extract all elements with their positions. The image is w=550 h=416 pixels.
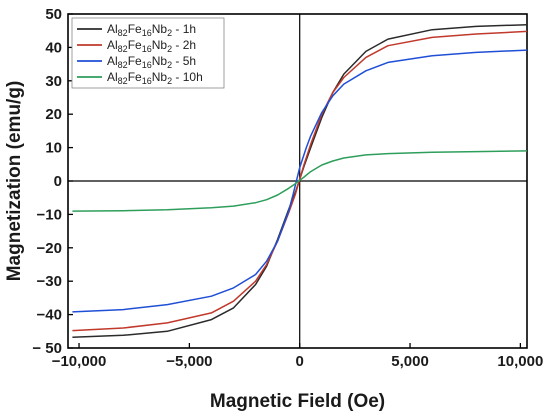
y-tick-label: −10	[37, 206, 62, 223]
legend-entry: Al82Fe16Nb2 - 2h	[107, 38, 196, 54]
y-tick-label: 0	[54, 173, 62, 190]
y-axis-title: Magnetization (emu/g)	[4, 81, 25, 282]
y-tick-label: − 50	[32, 340, 62, 357]
axes: −10,000 −5,000 0 5,000 10,000 − 50 −40 −30 −20 −1…	[32, 6, 543, 370]
series-line-2	[72, 30, 527, 332]
y-tick-label: 30	[45, 73, 62, 90]
legend-entry: Al82Fe16Nb2 - 5h	[107, 54, 196, 70]
x-tick-label: −10,000	[52, 353, 107, 370]
x-tick-label: 10,000	[497, 353, 543, 370]
legend-entry: Al82Fe16Nb2 - 1h	[107, 22, 196, 38]
x-tick-label: 0	[296, 353, 304, 370]
series-line-4	[72, 150, 527, 212]
y-tick-label: 20	[45, 106, 62, 123]
series-lines	[72, 23, 527, 339]
legend-entry: Al82Fe16Nb2 - 10h	[107, 70, 203, 86]
y-tick-label: −20	[37, 240, 62, 257]
x-axis-title: Magnetic Field (Oe)	[210, 391, 385, 412]
y-tick-label: −30	[37, 273, 62, 290]
y-tick-label: 10	[45, 140, 62, 157]
x-tick-label: −5,000	[166, 353, 212, 370]
y-tick-label: 50	[45, 6, 62, 23]
series-line-3	[72, 49, 527, 313]
x-tick-label: 5,000	[391, 353, 429, 370]
y-tick-label: −40	[37, 307, 62, 324]
y-tick-label: 40	[45, 39, 62, 56]
